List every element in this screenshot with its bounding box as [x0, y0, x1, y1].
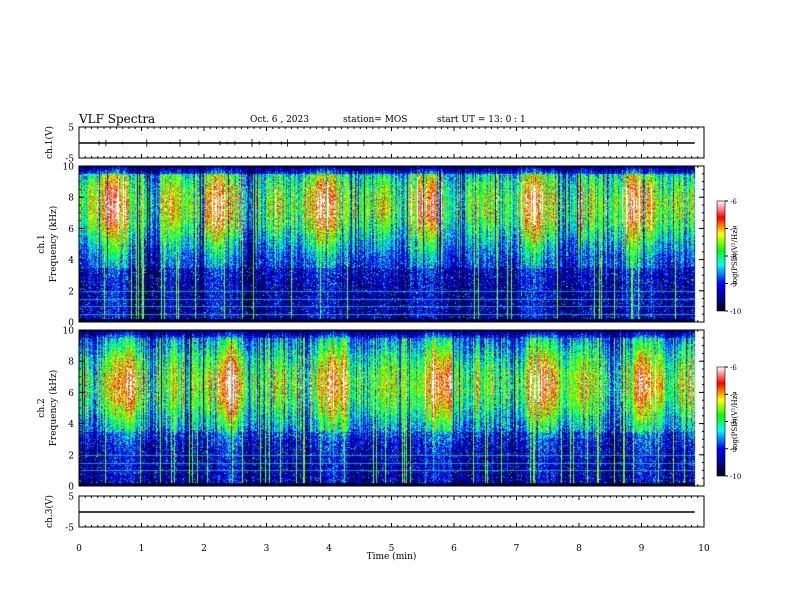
ch2-spec-colorbar-tick-label: -6	[730, 364, 737, 372]
ch1-spec-ytick-label: 4	[68, 256, 74, 266]
x-tick-label: 8	[576, 544, 582, 554]
x-tick-label: 6	[451, 544, 457, 554]
ch2-spec-ylabel: Frequency (kHz)	[48, 370, 59, 447]
x-tick-label: 7	[514, 544, 520, 554]
ch3-ytick-label: -5	[65, 524, 74, 534]
ch2-spec-ytick-label: 6	[68, 389, 74, 399]
ch1-spec-ytick-label: 10	[63, 163, 75, 173]
x-tick-label: 2	[201, 544, 207, 554]
ch1-spec-colorbar-tick-label: -7	[730, 226, 737, 234]
figure-title: VLF Spectra	[79, 112, 156, 126]
ch3-ylabel: ch.3(V)	[44, 495, 55, 528]
ch2-spec-colorbar-tick-label: -9	[730, 446, 737, 454]
date-label: Oct. 6 , 2023	[250, 115, 309, 125]
x-tick-label: 3	[264, 544, 270, 554]
ch2-spec-ylabel: ch.2	[37, 398, 47, 417]
x-tick-label: 9	[639, 544, 645, 554]
station-label: station= MOS	[343, 115, 408, 125]
x-tick-label: 10	[698, 544, 710, 554]
ch2-spec-ytick-label: 10	[63, 327, 75, 337]
x-tick-label: 1	[139, 544, 145, 554]
ch1-spec-ylabel: ch.1	[37, 234, 47, 253]
ch1-spec-colorbar-label: log(PSD)(V²/Hz)	[731, 227, 739, 284]
ch3-ytick-label: 5	[68, 493, 74, 503]
ch2-spec-colorbar-tick-label: -10	[730, 473, 741, 481]
ch1-ytick-label: 5	[68, 124, 74, 134]
ch2-spec-ytick-label: 0	[68, 483, 74, 493]
ch1-spec-colorbar	[716, 200, 726, 312]
ch1-spec-ytick-label: 8	[68, 194, 74, 204]
x-tick-label: 4	[326, 544, 332, 554]
x-tick-label: 5	[389, 544, 395, 554]
start-time-label: start UT = 13: 0 : 1	[437, 115, 526, 125]
ch1-spec-colorbar-tick-label: -8	[730, 253, 737, 261]
ch1-spec-colorbar-tick-label: -9	[730, 281, 737, 289]
ch1-spec-ytick-label: 6	[68, 225, 74, 235]
ch2-spec-ytick-label: 4	[68, 420, 74, 430]
ch2-spec-colorbar-tick-label: -7	[730, 391, 737, 399]
x-tick-label: 0	[76, 544, 82, 554]
ch2-spec-ytick-label: 8	[68, 358, 74, 368]
ch1-ylabel: ch.1(V)	[44, 126, 55, 159]
x-axis-title: Time (min)	[367, 551, 417, 562]
ch1-spec-colorbar-tick-label: -10	[730, 308, 741, 316]
ch2-spec-colorbar-tick-label: -8	[730, 419, 737, 427]
ch2-spec-spectrogram	[79, 330, 704, 486]
ch1-ytick-label: -5	[65, 155, 74, 165]
ch2-spec-ytick-label: 2	[68, 451, 74, 461]
ch1-spec-ytick-label: 0	[68, 319, 74, 329]
ch1-spec-ytick-label: 2	[68, 287, 74, 297]
ch2-spec-colorbar	[716, 366, 726, 477]
ch1-spec-ylabel: Frequency (kHz)	[48, 206, 59, 283]
ch1-spec-spectrogram	[79, 166, 704, 322]
ch2-spec-colorbar-label: log(PSD)(V²/Hz)	[731, 393, 739, 450]
ch1-spec-colorbar-tick-label: -6	[730, 198, 737, 206]
